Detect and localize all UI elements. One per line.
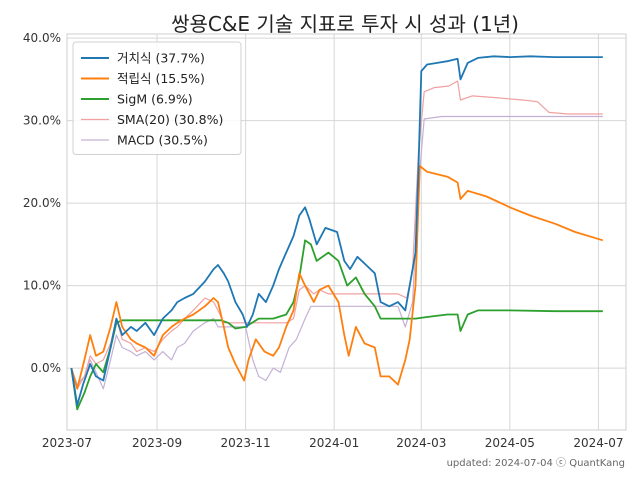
legend-label: MACD (30.5%): [117, 133, 208, 148]
legend-box: [72, 41, 242, 155]
chart-title: 쌍용C&E 기술 지표로 투자 시 성과 (1년): [171, 12, 519, 36]
legend-label: 적립식 (15.5%): [117, 71, 205, 86]
series-lines: [70, 55, 604, 411]
x-tick-label: 2024-07: [573, 436, 623, 450]
y-tick-label: 10.0%: [23, 279, 61, 293]
series-line-1: [70, 165, 604, 390]
x-tick-label: 2024-03: [396, 436, 446, 450]
x-tick-label: 2023-07: [42, 436, 92, 450]
legend: 거치식 (37.7%) 적립식 (15.5%) SigM (6.9%) SMA(20)…: [72, 41, 242, 155]
plot-frame: [66, 33, 627, 431]
y-tick-label: 40.0%: [23, 31, 61, 45]
series-line-3: [70, 80, 603, 390]
y-tick-label: 20.0%: [23, 196, 61, 210]
series-line-2: [70, 239, 603, 411]
footer-note: updated: 2024-07-04 ⓒ QuantKang: [447, 457, 625, 469]
x-tick-label: 2023-11: [221, 436, 271, 450]
legend-label: SMA(20) (30.8%): [117, 112, 223, 127]
x-tick-label: 2024-01: [309, 436, 359, 450]
x-tick-label: 2024-05: [485, 436, 535, 450]
legend-label: SigM (6.9%): [117, 92, 193, 107]
x-tick-label: 2023-09: [132, 436, 182, 450]
legend-label: 거치식 (37.7%): [117, 51, 205, 66]
series-line-4: [70, 115, 603, 390]
y-tick-label: 0.0%: [31, 361, 62, 375]
axis-ticks: 0.0% 10.0% 20.0% 30.0% 40.0% 2023-07 2023-09 20…: [23, 31, 624, 450]
y-tick-label: 30.0%: [23, 114, 61, 128]
series-line-0: [70, 55, 603, 407]
